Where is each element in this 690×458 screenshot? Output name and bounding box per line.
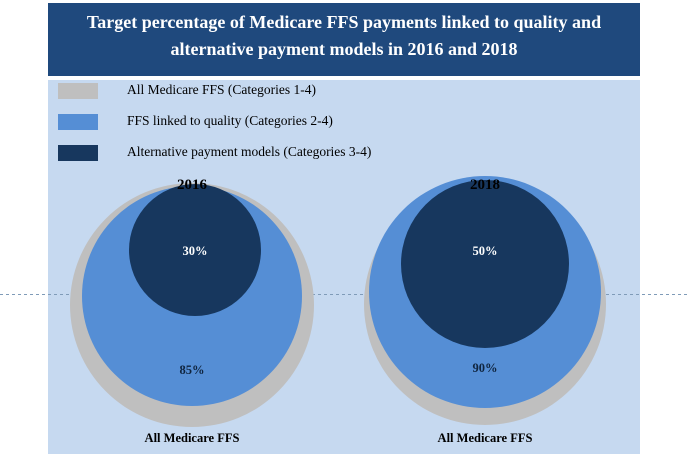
- apm-value-label-2016: 30%: [183, 244, 208, 258]
- apm-value-label-2018: 50%: [473, 244, 498, 258]
- base-label-2016: All Medicare FFS: [145, 431, 240, 445]
- chart-title-line-1: Target percentage of Medicare FFS paymen…: [86, 12, 602, 32]
- quality-value-label-2018: 90%: [473, 361, 498, 375]
- chart-title: Target percentage of Medicare FFS paymen…: [48, 3, 640, 76]
- year-label-2016: 2016: [177, 177, 208, 193]
- legend-label-quality: FFS linked to quality (Categories 2-4): [127, 113, 333, 128]
- circle-group-2016: 2016 30% 85% All Medicare FFS: [70, 177, 314, 445]
- circle-apm-2016: [129, 184, 261, 316]
- legend-label-apm: Alternative payment models (Categories 3…: [127, 144, 372, 159]
- year-label-2018: 2018: [470, 177, 500, 193]
- legend-swatch-quality: [58, 114, 98, 130]
- legend-label-all-ffs: All Medicare FFS (Categories 1-4): [127, 82, 316, 97]
- circle-apm-2018: [401, 180, 569, 348]
- circle-group-2018: 2018 50% 90% All Medicare FFS: [364, 176, 606, 445]
- legend-swatch-all-ffs: [58, 83, 98, 99]
- legend-swatch-apm: [58, 145, 98, 161]
- base-label-2018: All Medicare FFS: [438, 431, 533, 445]
- chart-title-line-2: alternative payment models in 2016 and 2…: [170, 39, 518, 59]
- quality-value-label-2016: 85%: [180, 363, 205, 377]
